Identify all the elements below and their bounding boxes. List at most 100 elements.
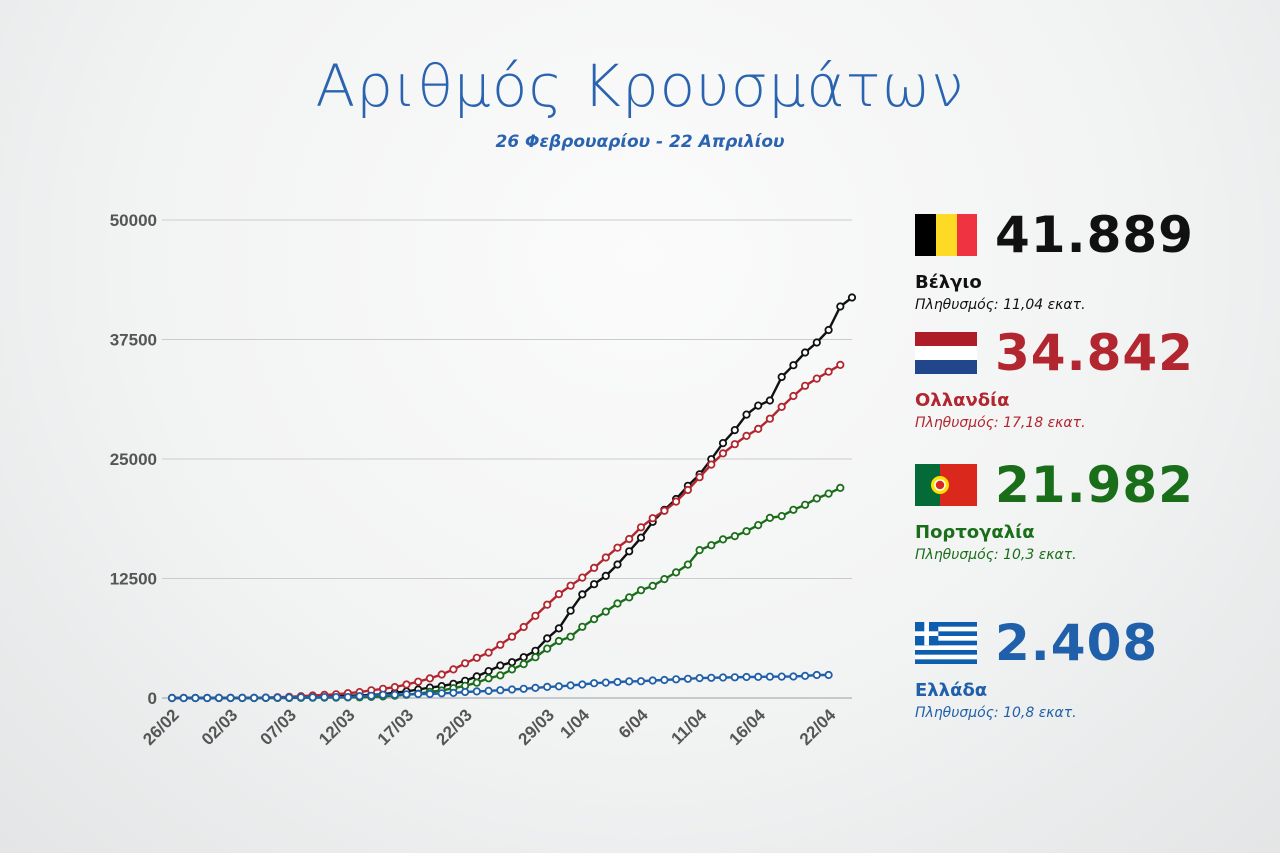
data-point	[777, 372, 786, 382]
greece-name: Ελλάδα	[915, 680, 988, 701]
data-point	[765, 396, 775, 405]
data-point	[566, 681, 575, 690]
legend-card-belgium: 41.889 Βέλγιο Πληθυσμός: 11,04 εκατ.	[915, 210, 1275, 313]
legend-card-greece: 2.408 Ελλάδα Πληθυσμός: 10,8 εκατ.	[915, 618, 1275, 721]
data-point	[203, 693, 212, 703]
data-point	[707, 460, 716, 469]
data-point	[460, 659, 470, 668]
x-tick-label: 12/03	[315, 705, 359, 749]
data-point	[496, 686, 505, 695]
data-point	[285, 693, 294, 702]
data-point	[683, 560, 693, 569]
data-point	[777, 672, 786, 681]
data-point	[789, 361, 798, 370]
y-tick-label: 0	[148, 689, 157, 708]
data-point	[554, 624, 564, 633]
data-point	[390, 690, 399, 699]
data-point	[707, 541, 716, 550]
data-point	[695, 673, 704, 683]
data-point	[425, 674, 434, 683]
data-point	[777, 402, 786, 411]
data-point	[812, 338, 821, 347]
data-point	[308, 693, 317, 702]
data-point	[800, 381, 810, 390]
data-point	[754, 424, 763, 433]
data-point	[589, 614, 599, 624]
data-point	[390, 682, 399, 692]
data-point	[531, 611, 540, 620]
chart-title: Αριθμός Κρουσμάτων	[315, 52, 965, 120]
data-point	[566, 632, 575, 641]
line-chart: 0 12500 25000 37500 50000 26/02 02/03 07/03 12/0…	[110, 211, 857, 749]
data-point	[613, 560, 622, 569]
data-point	[671, 675, 681, 684]
data-point	[578, 573, 587, 582]
portugal-name: Πορτογαλία	[915, 522, 1035, 543]
belgium-population: Πληθυσμός: 11,04 εκατ.	[915, 297, 1086, 313]
y-tick-label: 12500	[110, 570, 157, 589]
x-tick-label: 07/03	[257, 705, 301, 749]
netherlands-name: Ολλανδία	[915, 390, 1010, 411]
data-point	[519, 622, 528, 632]
data-point	[660, 675, 669, 685]
data-point	[566, 606, 575, 615]
data-point	[496, 640, 505, 649]
greece-flag-icon	[915, 622, 977, 664]
data-point	[765, 414, 775, 423]
data-point	[625, 547, 634, 556]
data-point	[718, 673, 728, 682]
data-point	[613, 677, 622, 687]
data-point	[167, 693, 177, 703]
portugal-population: Πληθυσμός: 10,3 εκατ.	[915, 547, 1077, 563]
data-point	[742, 431, 751, 440]
data-point	[507, 665, 517, 674]
x-tick-label: 16/04	[726, 705, 770, 749]
data-point	[742, 410, 751, 419]
data-point	[507, 658, 517, 667]
data-point	[613, 599, 622, 608]
data-point	[812, 670, 821, 680]
x-tick-label: 6/04	[615, 705, 652, 742]
netherlands-flag-icon	[915, 332, 977, 374]
data-point	[250, 693, 259, 703]
data-point	[613, 543, 622, 552]
data-point	[636, 523, 646, 532]
data-point	[683, 674, 693, 683]
data-point	[566, 581, 575, 590]
data-point	[484, 666, 493, 676]
legend-card-portugal: 21.982 Πορτογαλία Πληθυσμός: 10,3 εκατ.	[915, 460, 1275, 563]
data-point	[578, 590, 587, 599]
data-point	[531, 646, 540, 655]
data-point	[695, 545, 704, 555]
x-tick-label: 1/04	[556, 705, 593, 742]
belgium-name: Βέλγιο	[915, 272, 982, 293]
data-point	[660, 574, 669, 584]
x-tick-label: 26/02	[139, 705, 183, 749]
portugal-flag-icon	[915, 464, 977, 506]
data-point	[789, 391, 798, 401]
data-point	[519, 653, 528, 662]
data-point	[378, 690, 388, 699]
greece-population: Πληθυσμός: 10,8 εκατ.	[915, 705, 1077, 721]
series-line	[172, 363, 841, 700]
y-tick-label: 50000	[110, 211, 157, 230]
data-point	[543, 634, 552, 643]
data-point	[648, 514, 657, 523]
data-point	[519, 684, 528, 693]
data-point	[812, 374, 821, 383]
data-point	[648, 676, 657, 685]
x-tick-label: 02/03	[198, 705, 242, 749]
data-point	[589, 563, 599, 573]
data-point	[273, 693, 282, 702]
data-point	[261, 693, 270, 702]
data-point	[472, 653, 481, 662]
data-point	[625, 677, 634, 686]
data-point	[496, 661, 505, 670]
data-point	[507, 685, 517, 694]
data-point	[601, 678, 610, 687]
data-point	[343, 692, 352, 702]
data-point	[836, 302, 845, 311]
x-tick-label: 11/04	[668, 705, 711, 748]
data-point	[836, 483, 845, 492]
data-point	[414, 689, 423, 699]
